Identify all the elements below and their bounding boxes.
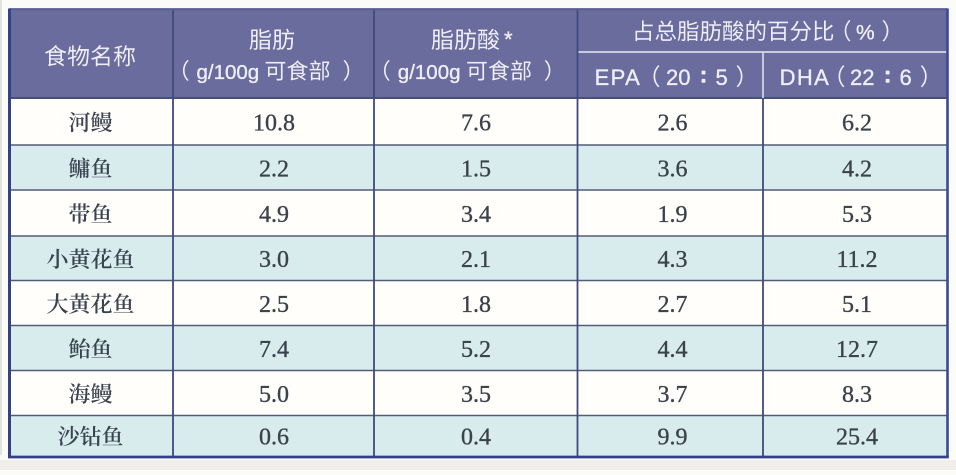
svg-text:3.5: 3.5 <box>461 382 491 408</box>
svg-text:1.5: 1.5 <box>461 156 491 182</box>
svg-text:22: 22 <box>850 65 874 90</box>
svg-text:5.3: 5.3 <box>842 202 872 228</box>
svg-text:4.9: 4.9 <box>259 202 289 228</box>
svg-text:DHA: DHA <box>780 65 831 90</box>
svg-text:20: 20 <box>666 65 690 90</box>
svg-text:%: % <box>856 21 875 44</box>
svg-text:6.2: 6.2 <box>842 110 872 136</box>
svg-text:2.6: 2.6 <box>658 110 688 136</box>
svg-text:3.7: 3.7 <box>658 382 688 408</box>
svg-text:5.1: 5.1 <box>842 292 872 318</box>
svg-text:5.2: 5.2 <box>461 337 491 363</box>
svg-text:2.2: 2.2 <box>259 156 289 182</box>
svg-text:2.1: 2.1 <box>461 247 491 273</box>
svg-text:6: 6 <box>900 65 912 90</box>
svg-text:3.4: 3.4 <box>461 202 491 228</box>
svg-text:g/100g: g/100g <box>197 61 260 84</box>
svg-text:11.2: 11.2 <box>836 247 877 273</box>
svg-text:4.2: 4.2 <box>842 156 872 182</box>
svg-text:g/100g: g/100g <box>398 61 461 84</box>
svg-text:8.3: 8.3 <box>842 382 872 408</box>
svg-text:EPA: EPA <box>595 65 642 90</box>
svg-text:1.9: 1.9 <box>658 202 688 228</box>
svg-text:12.7: 12.7 <box>836 337 878 363</box>
svg-text:4.3: 4.3 <box>658 247 688 273</box>
svg-text:2.5: 2.5 <box>259 292 289 318</box>
svg-text:3.6: 3.6 <box>658 156 688 182</box>
svg-text:3.0: 3.0 <box>259 247 289 273</box>
svg-text:7.6: 7.6 <box>461 110 491 136</box>
svg-text:10.8: 10.8 <box>253 110 295 136</box>
svg-text:5: 5 <box>716 65 728 90</box>
svg-text:4.4: 4.4 <box>658 337 688 363</box>
svg-text:25.4: 25.4 <box>836 424 878 450</box>
svg-text:7.4: 7.4 <box>259 337 289 363</box>
svg-text:9.9: 9.9 <box>658 424 688 450</box>
svg-text:5.0: 5.0 <box>259 382 289 408</box>
svg-text:2.7: 2.7 <box>658 292 688 318</box>
svg-text:0.4: 0.4 <box>461 424 491 450</box>
svg-text:0.6: 0.6 <box>259 424 289 450</box>
svg-text:1.8: 1.8 <box>461 292 491 318</box>
svg-text:*: * <box>504 27 513 52</box>
